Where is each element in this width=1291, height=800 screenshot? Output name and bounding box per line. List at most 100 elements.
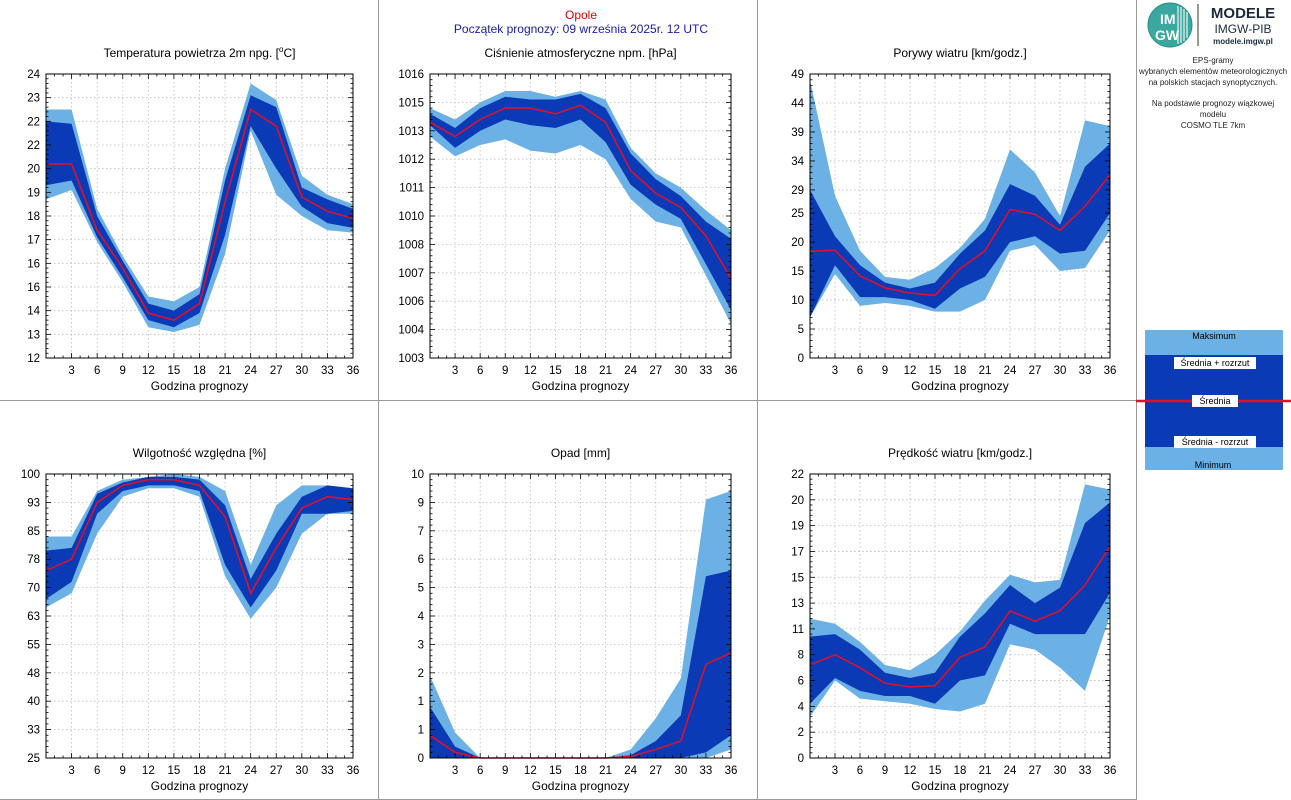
x-tick-label: 21 xyxy=(599,765,612,777)
chart-title: Opad [mm] xyxy=(551,446,610,460)
x-tick-label: 9 xyxy=(882,765,888,777)
x-tick-label: 21 xyxy=(219,765,232,777)
x-tick-label: 33 xyxy=(1079,765,1092,777)
y-tick-label: 1003 xyxy=(398,353,424,365)
station-name: Opole xyxy=(565,8,597,22)
y-tick-label: 1006 xyxy=(398,296,424,308)
chart-title: Porywy wiatru [km/godz.] xyxy=(893,46,1026,60)
x-tick-label: 30 xyxy=(295,365,308,377)
imgw-logo-mark: IM GW MODELE IMGW-PIB modele.imgw.pl xyxy=(1147,2,1275,48)
y-tick-label: 19 xyxy=(791,521,804,533)
legend-max-label: Maksimum xyxy=(1192,331,1236,341)
y-tick-label: 0 xyxy=(798,753,804,765)
x-tick-label: 6 xyxy=(477,365,483,377)
x-tick-label: 30 xyxy=(674,365,687,377)
y-tick-label: 63 xyxy=(27,611,40,623)
y-tick-label: 8 xyxy=(798,650,804,662)
x-tick-label: 15 xyxy=(168,765,181,777)
y-tick-label: 0 xyxy=(798,353,804,365)
x-tick-label: 12 xyxy=(904,765,917,777)
chart-panel-5: Opad [mm]3 6 9 12 15 18 21 24 27 30 33 360112345679… xyxy=(411,446,737,793)
x-tick-label: 33 xyxy=(700,365,713,377)
info-line-3: na polskich stacjach synoptycznych. xyxy=(1148,78,1278,87)
y-tick-label: 17 xyxy=(27,235,40,247)
logo-line2: IMGW-PIB xyxy=(1214,22,1271,36)
y-tick-label: 93 xyxy=(27,497,40,509)
y-tick-label: 100 xyxy=(21,469,40,481)
y-tick-label: 22 xyxy=(27,140,40,152)
legend-label-bg-upper xyxy=(1174,357,1256,369)
chart-title-main: Ciśnienie atmosferyczne npm. [hPa] xyxy=(484,46,676,60)
y-tick-label: 15 xyxy=(791,572,804,584)
x-tick-label: 3 xyxy=(452,365,458,377)
info-line-1: EPS-gramy xyxy=(1192,56,1234,65)
y-tick-label: 1008 xyxy=(398,239,424,251)
y-tick-label: 78 xyxy=(27,554,40,566)
y-tick-label: 29 xyxy=(791,185,804,197)
x-tick-label: 6 xyxy=(857,765,863,777)
y-tick-label: 40 xyxy=(27,696,40,708)
x-tick-label: 18 xyxy=(574,765,587,777)
x-tick-label: 9 xyxy=(882,365,888,377)
x-tick-label: 15 xyxy=(549,765,562,777)
x-tick-label: 3 xyxy=(68,765,74,777)
y-tick-label: 25 xyxy=(27,753,40,765)
x-tick-label: 30 xyxy=(674,765,687,777)
x-tick-label: 27 xyxy=(649,765,662,777)
axis-ticks xyxy=(809,473,1111,759)
x-tick-label: 36 xyxy=(347,365,360,377)
x-tick-label: 24 xyxy=(624,765,637,777)
y-tick-label: 16 xyxy=(27,258,40,270)
info-line-4: Na podstawie prognozy wiązkowej modelu xyxy=(1151,99,1275,119)
x-tick-label: 30 xyxy=(1054,365,1067,377)
y-tick-label: 34 xyxy=(791,156,804,168)
chart-grid xyxy=(46,473,354,759)
chart-title-main: Temperatura powietrza 2m npg. [ xyxy=(104,46,280,60)
axis-ticks xyxy=(45,73,354,359)
x-axis-label: Godzina prognozy xyxy=(151,379,248,393)
x-tick-label: 36 xyxy=(725,765,738,777)
band-spread xyxy=(430,570,731,758)
axis-ticks xyxy=(45,473,354,759)
chart-title: Temperatura powietrza 2m npg. [oC] xyxy=(104,45,296,60)
y-tick-label: 7 xyxy=(418,526,424,538)
y-tick-label: 33 xyxy=(27,725,40,737)
chart-panel-6: Prędkość wiatru [km/godz.]3 6 9 12 15 18 21 24 2… xyxy=(791,446,1116,793)
x-tick-label: 36 xyxy=(1104,365,1117,377)
x-tick-label: 3 xyxy=(68,365,74,377)
x-tick-label: 21 xyxy=(599,365,612,377)
x-tick-label: 33 xyxy=(700,765,713,777)
x-tick-label: 12 xyxy=(524,365,537,377)
band-spread xyxy=(46,476,353,608)
y-tick-label: 11 xyxy=(792,624,804,636)
x-tick-label: 21 xyxy=(979,365,992,377)
x-tick-label: 36 xyxy=(347,765,360,777)
y-tick-label: 4 xyxy=(798,701,805,713)
y-tick-label: 17 xyxy=(791,546,804,558)
y-tick-label: 24 xyxy=(27,69,40,81)
y-tick-label: 1 xyxy=(418,725,424,737)
y-tick-label: 18 xyxy=(27,211,40,223)
x-tick-label: 36 xyxy=(725,365,738,377)
y-tick-label: 20 xyxy=(791,237,804,249)
x-tick-label: 18 xyxy=(954,365,967,377)
y-tick-label: 2 xyxy=(418,668,424,680)
x-tick-label: 3 xyxy=(832,765,838,777)
info-text: EPS-gramy wybranych elementów meteorolog… xyxy=(1138,55,1288,131)
y-tick-label: 12 xyxy=(27,353,40,365)
info-line-5: COSMO TLE 7km xyxy=(1180,121,1246,130)
y-tick-label: 13 xyxy=(791,598,804,610)
legend-min-label: Minimum xyxy=(1195,460,1232,470)
chart-title-sup: o xyxy=(279,45,284,54)
x-tick-label: 24 xyxy=(244,365,257,377)
x-tick-label: 24 xyxy=(624,365,637,377)
axis-ticks xyxy=(809,73,1111,359)
forecast-start: Początek prognozy: 09 września 2025r. 12… xyxy=(454,22,708,36)
y-tick-label: 5 xyxy=(418,583,424,595)
chart-title-main: Opad [mm] xyxy=(551,446,610,460)
chart-title: Wilgotność względna [%] xyxy=(133,446,266,460)
x-tick-label: 27 xyxy=(270,765,283,777)
y-tick-label: 4 xyxy=(418,611,425,623)
x-tick-label: 21 xyxy=(219,365,232,377)
x-tick-label: 18 xyxy=(193,365,206,377)
